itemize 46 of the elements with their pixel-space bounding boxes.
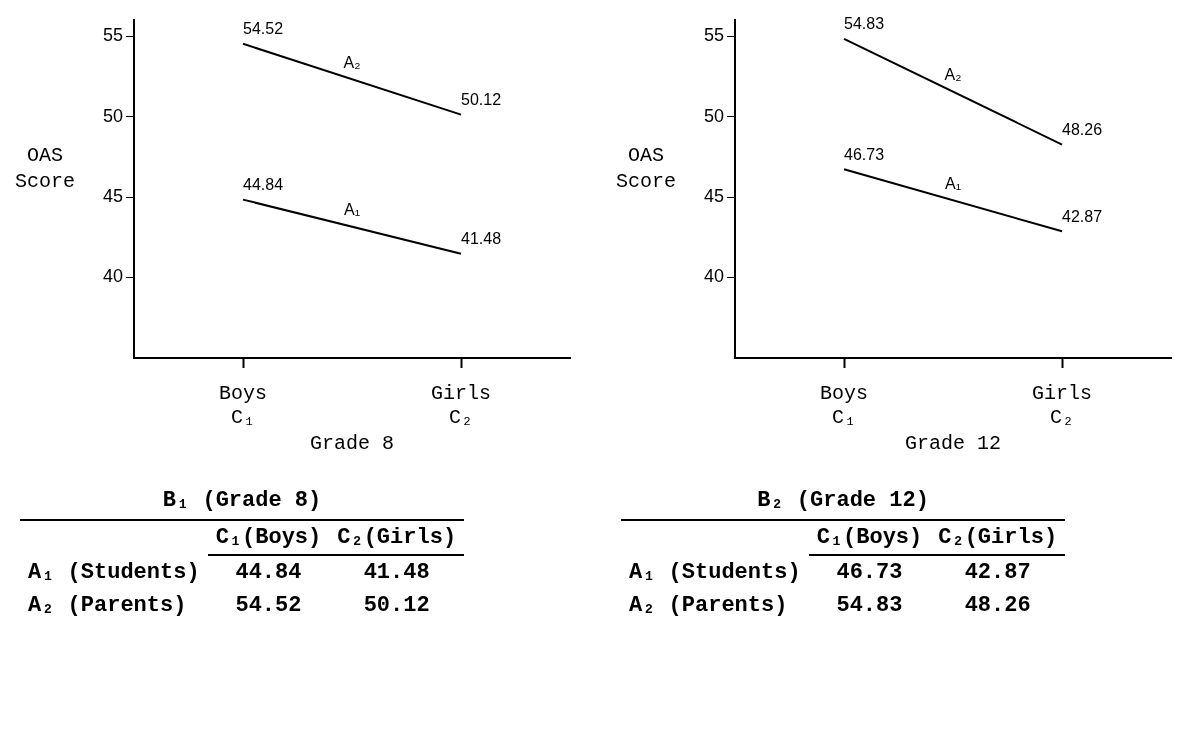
series-label: A₁: [343, 201, 361, 219]
text: 54.83: [835, 592, 904, 620]
x-tick-label: Boys C₁: [820, 382, 869, 430]
y-tick-label: 45: [102, 186, 124, 207]
data-label: 50.12: [461, 91, 502, 109]
text: 46.73: [835, 559, 904, 587]
text: A₁ (Students): [628, 558, 802, 587]
x-axis-title: Grade 12: [905, 432, 1002, 456]
x-axis-title: Grade 8: [310, 432, 395, 456]
text: 50.12: [362, 592, 431, 620]
data-label: 46.73: [844, 145, 885, 163]
y-tick-label: 40: [703, 266, 725, 287]
x-tick-label: Boys C₁: [219, 382, 268, 430]
text: 44.84: [234, 559, 303, 587]
y-tick-label: 50: [703, 105, 725, 126]
y-tick-label: 40: [102, 266, 124, 287]
text: 54.52: [234, 592, 303, 620]
text: C₁(Boys): [808, 520, 931, 555]
text: B₂ (Grade 12): [621, 484, 1066, 520]
data-label: 42.87: [1062, 207, 1103, 225]
series-label: A₂: [944, 66, 962, 84]
y-axis-title: OAS Score: [615, 144, 677, 194]
y-tick-label: 45: [703, 186, 725, 207]
text: A₂ (Parents): [628, 592, 789, 620]
y-tick-label: 55: [102, 25, 124, 46]
text: A₁ (Students): [27, 558, 201, 587]
data-label: 54.52: [243, 20, 284, 38]
text: C₂(Girls): [329, 520, 465, 555]
text: 41.48: [362, 559, 431, 587]
data-label: 41.48: [461, 230, 502, 248]
series-label: A₂: [343, 53, 361, 71]
data-label: 44.84: [243, 176, 284, 194]
text: 48.26: [963, 592, 1032, 620]
data-label: 48.26: [1062, 120, 1103, 138]
y-tick-label: 50: [102, 105, 124, 126]
data-label: 54.83: [844, 15, 885, 33]
text: C₂(Girls): [930, 520, 1066, 555]
text: C₁(Boys): [207, 520, 330, 555]
y-tick-label: 55: [703, 25, 725, 46]
text: A₂ (Parents): [27, 592, 188, 620]
text: 42.87: [963, 559, 1032, 587]
text: B₁ (Grade 8): [20, 484, 465, 520]
y-axis-title: OAS Score: [14, 144, 76, 194]
series-label: A₁: [944, 174, 962, 192]
x-tick-label: Girls C₂: [1032, 382, 1093, 430]
x-tick-label: Girls C₂: [431, 382, 492, 430]
